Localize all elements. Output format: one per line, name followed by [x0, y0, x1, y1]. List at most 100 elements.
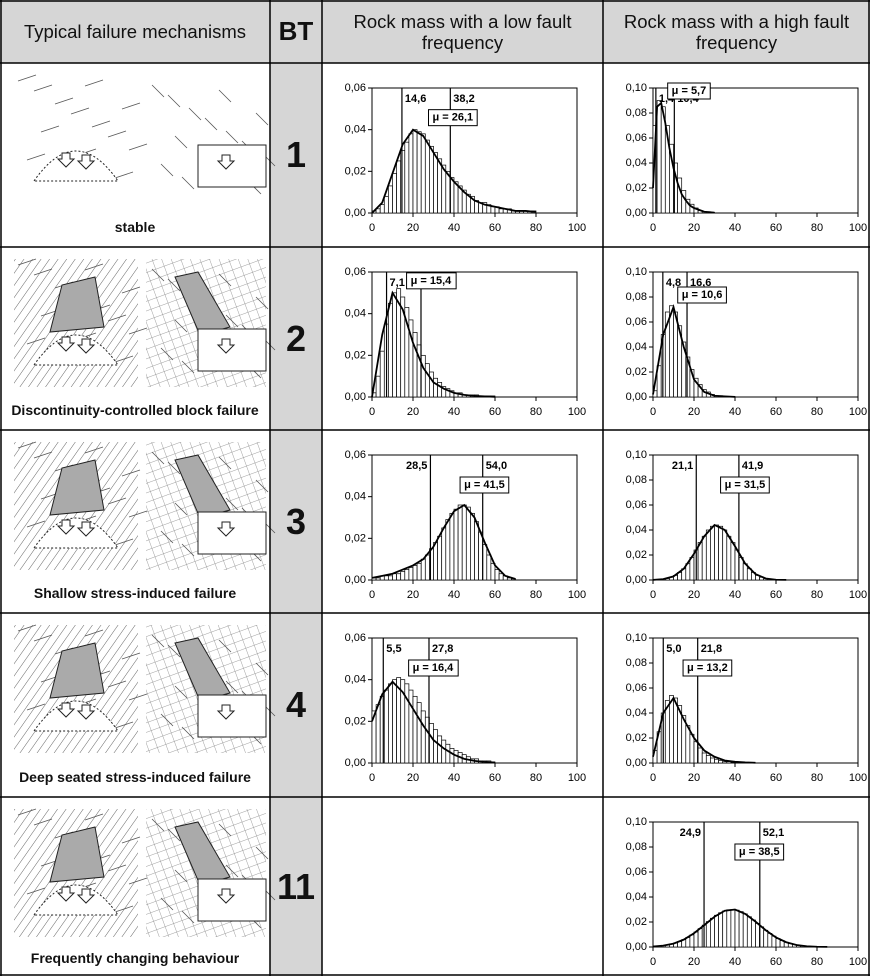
histogram-bar [392, 292, 397, 398]
x-tick-label: 40 [729, 406, 741, 418]
y-tick-label: 0,04 [626, 707, 647, 719]
x-tick-label: 60 [489, 222, 501, 234]
joint [107, 314, 127, 322]
y-tick-label: 0,02 [626, 182, 647, 194]
x-tick-label: 80 [530, 772, 542, 784]
histogram-bar [730, 909, 736, 948]
y-tick-label: 0,08 [626, 107, 647, 119]
mean-box [677, 286, 727, 304]
joint [84, 629, 104, 637]
joint [218, 89, 232, 103]
joint [33, 268, 53, 276]
fit-curve [652, 101, 715, 214]
joint [114, 905, 134, 913]
x-tick-label: 20 [688, 956, 700, 968]
joint [204, 117, 218, 131]
tunnel-section [33, 884, 119, 916]
joint [33, 451, 53, 459]
x-tick-label: 40 [729, 956, 741, 968]
y-tick-label: 0,02 [626, 916, 647, 928]
histogram-bar [379, 350, 385, 398]
joint [160, 347, 174, 361]
histogram-bar [412, 129, 418, 214]
failure-caption: Shallow stress-induced failure [33, 585, 237, 601]
histogram-bar [465, 506, 471, 581]
x-tick-label: 80 [530, 222, 542, 234]
bt-number: 1 [285, 134, 307, 175]
joint [167, 644, 181, 658]
histogram-bar [379, 204, 385, 214]
arrow [216, 154, 236, 170]
mean-label: μ = 13,2 [687, 662, 728, 674]
mean-box [667, 82, 711, 100]
tunnel-profile [197, 144, 267, 188]
histogram-bar [388, 575, 393, 581]
percentile-label: 24,9 [680, 827, 701, 839]
joint [174, 502, 188, 516]
failure-caption: stable [114, 218, 156, 235]
histogram-bar [673, 311, 678, 398]
x-tick-label: 100 [568, 772, 586, 784]
joint [225, 130, 239, 144]
joint [255, 846, 269, 860]
mean-label: μ = 31,5 [725, 479, 766, 491]
histogram-bar [400, 150, 406, 214]
y-tick-label: 0,00 [626, 574, 647, 586]
histogram-bar [478, 531, 484, 581]
y-tick-label: 0,10 [626, 632, 647, 644]
x-tick-label: 100 [568, 222, 586, 234]
x-tick-label: 100 [849, 222, 867, 234]
failure-sketch [14, 624, 276, 753]
histogram-bar [755, 923, 760, 948]
failure-caption: Frequently changing behaviour [30, 950, 240, 966]
arrow [56, 886, 76, 902]
histogram-bar [388, 683, 393, 764]
tunnel-section [33, 700, 119, 732]
x-tick-label: 40 [448, 772, 460, 784]
joint [181, 360, 195, 374]
joint [121, 102, 141, 110]
fit-curve [652, 696, 756, 764]
histogram-bar [710, 917, 715, 948]
failure-block [174, 271, 231, 336]
histogram-bar [738, 911, 744, 948]
mean-box [408, 659, 459, 677]
histogram-bar [701, 752, 707, 764]
histogram-bar [669, 695, 674, 764]
histogram-bar [429, 371, 434, 398]
percentile-label: 14,6 [405, 93, 426, 105]
plot-frame [652, 454, 859, 581]
tunnel-section [33, 150, 119, 182]
percentile-label: 27,8 [432, 643, 453, 655]
column-header: Typical failure mechanisms [23, 21, 247, 42]
histogram-bar [714, 914, 719, 948]
histogram-bar [404, 569, 410, 581]
x-tick-label: 20 [688, 406, 700, 418]
y-tick-label: 0,06 [626, 682, 647, 694]
percentile-label: 21,8 [701, 643, 722, 655]
histogram-bar [449, 512, 455, 581]
y-tick-label: 0,04 [626, 891, 647, 903]
x-tick-label: 100 [849, 956, 867, 968]
histogram-bar [498, 573, 504, 581]
histogram-bar [490, 206, 496, 214]
histogram-bar [375, 704, 381, 764]
arrow [76, 521, 96, 537]
x-tick-label: 80 [530, 406, 542, 418]
x-tick-label: 80 [811, 772, 823, 784]
joint [181, 726, 195, 740]
x-tick-label: 20 [688, 222, 700, 234]
histogram-bar [718, 525, 724, 581]
y-tick-label: 0,02 [626, 366, 647, 378]
histogram-bar [445, 519, 451, 581]
histogram-bar [726, 909, 732, 948]
arrow [216, 704, 236, 720]
histogram-bar [396, 573, 402, 581]
joint [181, 543, 195, 557]
percentile-label: 4,8 [666, 277, 681, 289]
histogram-bar [734, 909, 740, 948]
joint [255, 296, 269, 310]
tunnel-profile [197, 878, 267, 922]
y-tick-label: 0,04 [626, 157, 647, 169]
joint [121, 836, 141, 844]
